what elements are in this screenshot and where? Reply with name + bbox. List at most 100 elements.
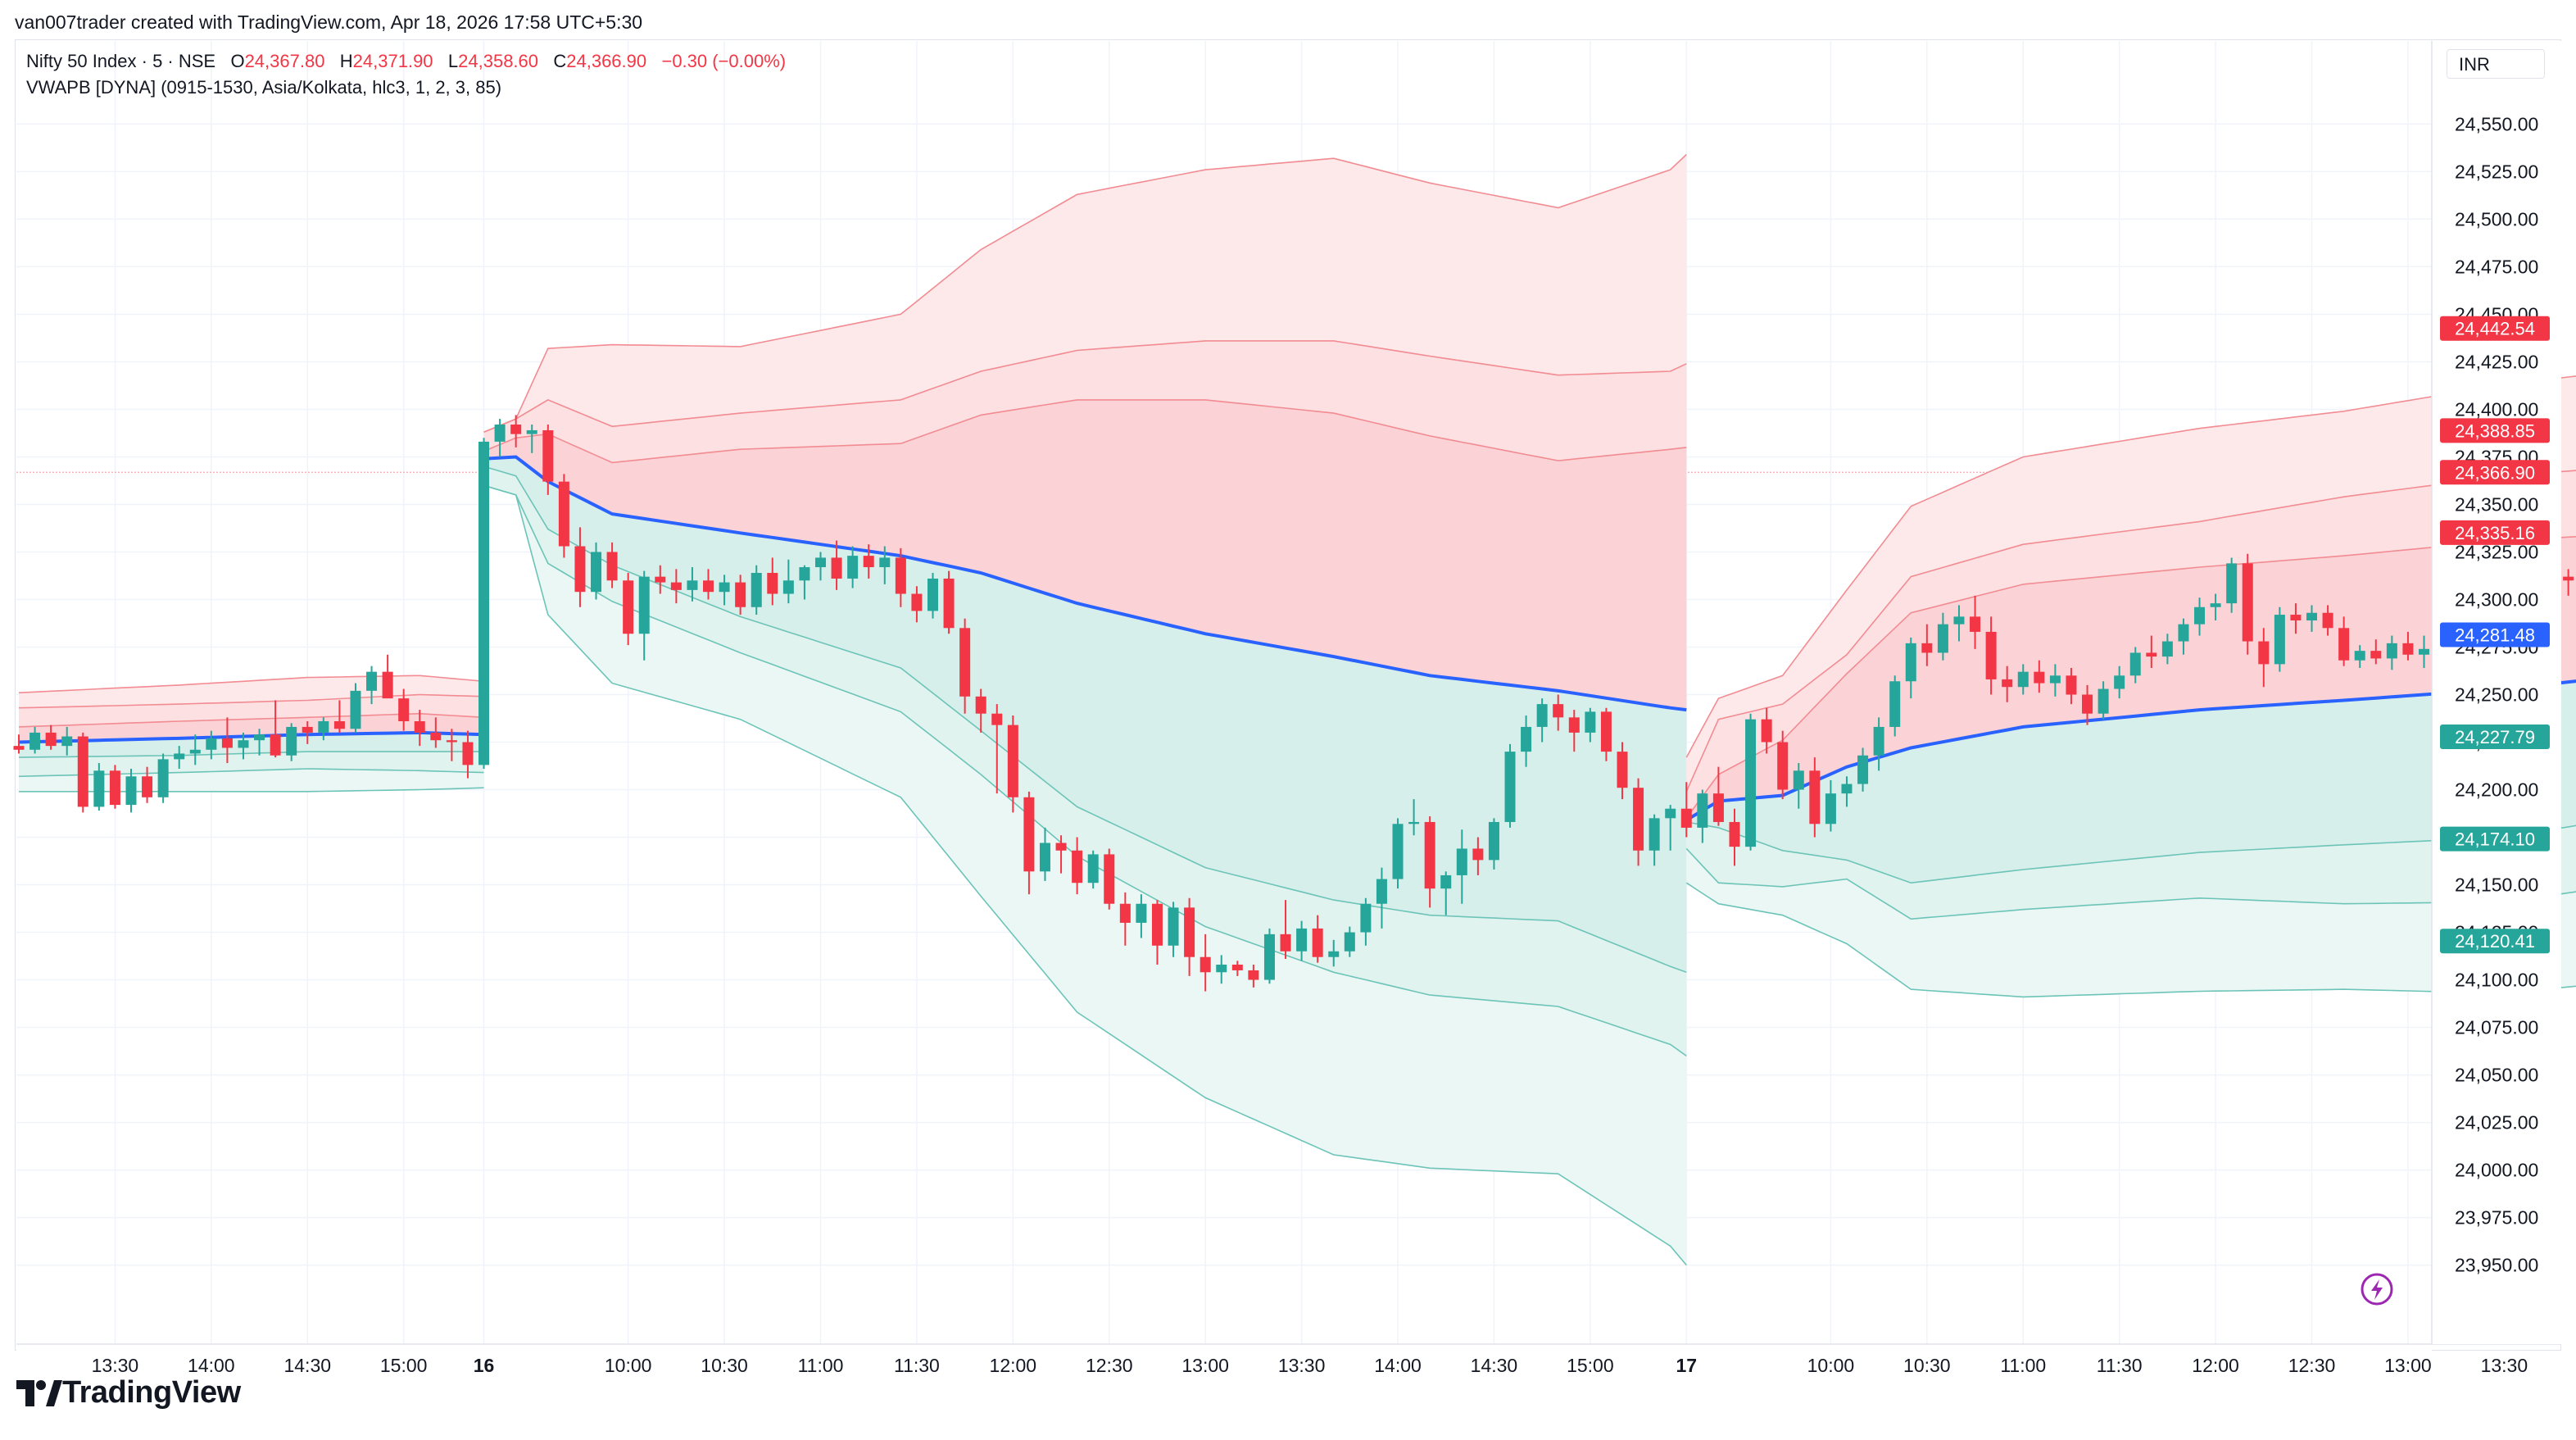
candle [270,700,281,758]
candle [1055,835,1067,874]
candle-body [1087,854,1099,884]
candle-body [879,557,891,568]
lower-band-line [483,466,1687,974]
tradingview-logo-icon [16,1379,62,1406]
low-label: L [447,51,459,71]
candle [1905,637,1916,699]
candle [494,419,506,457]
time-tick-label: 12:00 [2192,1355,2239,1376]
price-tick-label: 24,100.00 [2455,970,2538,991]
tradingview-logo[interactable]: TradingView [16,1375,241,1410]
price-tag: 24,120.41 [2440,929,2550,954]
candle [879,546,891,584]
candle-body [1216,964,1227,973]
time-tick-label: 10:30 [1903,1355,1951,1376]
indicator-legend[interactable]: VWAPB [DYNA] (0915-1530, Asia/Kolkata, h… [26,77,502,98]
price-tag-bg [2440,725,2550,750]
candle-body [2082,694,2093,714]
price-tick-label: 23,975.00 [2455,1207,2538,1229]
candle [1809,757,1821,838]
time-tick-label: 15:00 [1567,1355,1614,1376]
candle-body [1104,854,1115,904]
price-tag-label: 24,388.85 [2455,420,2535,441]
candle-body [2066,675,2077,695]
candle [703,569,714,600]
candle-body [574,546,586,593]
candle-body [1376,879,1387,904]
candle [959,618,971,714]
candle-body [831,557,842,579]
candle [478,438,490,769]
candle [366,665,378,705]
high-label: H [339,51,353,71]
candle-body [1151,903,1163,946]
candle [1104,848,1115,910]
candle-body [2129,652,2141,676]
candle [125,768,137,813]
candle [1633,778,1644,866]
candle [1553,694,1564,731]
candle-body [2210,603,2221,607]
candle [719,575,730,606]
candle [1072,837,1083,895]
candle [863,544,874,579]
price-tick-label: 24,250.00 [2455,684,2538,706]
candle [1937,612,1948,661]
candle-body [1873,726,1884,756]
candle [847,546,859,588]
time-tick-label: 13:30 [92,1355,139,1376]
candle-body [2178,624,2189,642]
candle-body [1841,784,1853,794]
price-axis: 24,550.00 24,525.00 24,500.00 24,475.00 24,4… [2431,41,2561,1344]
candle-body [1392,824,1404,879]
candle-body [189,749,201,754]
candle-body [446,740,457,743]
lower-band-line [1686,821,2576,884]
candle-body [2402,643,2414,655]
candle [831,540,842,590]
candle-body [799,567,810,581]
candle [558,474,569,558]
candle [254,729,265,756]
price-tick-label: 24,025.00 [2455,1112,2538,1133]
candle [2258,628,2270,688]
price-tag-bg [2440,460,2550,485]
candle-body [2161,641,2173,657]
candle-body [318,720,329,733]
candle-body [1424,821,1435,889]
candle-body [2017,671,2029,688]
candle-body [606,552,618,581]
lower-band-3-fill [1686,848,2576,997]
candle [29,726,41,754]
candle [2161,634,2173,665]
candle-body [494,425,506,442]
candle [1536,698,1548,743]
time-tick-label: 11:00 [2000,1355,2046,1376]
candle [1504,743,1516,828]
candle [2563,569,2574,596]
candle-body [1729,821,1740,847]
low-value: 24,358.60 [458,51,539,71]
price-tick-label: 24,425.00 [2455,351,2538,372]
price-tag: 24,388.85 [2440,418,2550,443]
candle-body [1344,932,1355,952]
candle-body [109,770,120,806]
upper-band-3-fill [483,154,1687,433]
candle-body [991,713,1003,725]
candle [2114,665,2125,699]
candle [687,567,698,602]
candle [350,683,361,733]
vwap-line [18,730,484,744]
candle-body [1857,755,1869,784]
candle-body [751,573,762,607]
candle-body [703,580,714,593]
currency-selector[interactable]: INR [2447,49,2545,79]
candle [286,723,297,761]
lightning-icon[interactable] [2358,1270,2396,1308]
price-tag-bg [2440,316,2550,341]
candle-body [623,580,634,634]
candle-body [382,671,393,699]
symbol-legend[interactable]: Nifty 50 Index · 5 · NSE O24,367.80 H24,… [26,51,786,72]
price-tag: 24,227.79 [2440,725,2550,750]
